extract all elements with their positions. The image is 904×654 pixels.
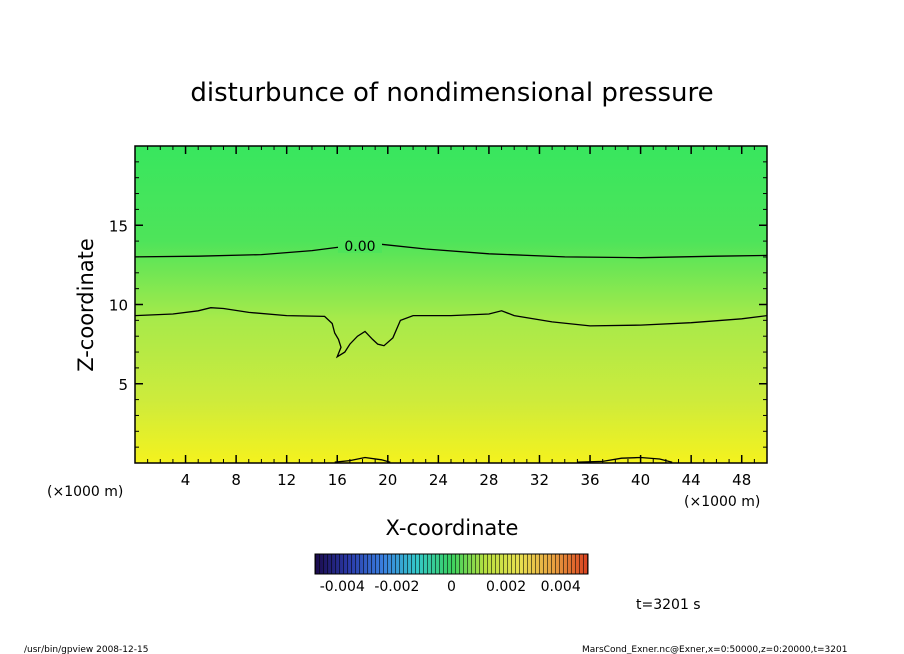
- x-tick-label: 12: [277, 471, 296, 489]
- plot-field: [135, 146, 767, 463]
- colorbar-labels: -0.004 -0.002 0 0.002 0.004: [320, 579, 581, 595]
- x-tick-label: 36: [580, 471, 599, 489]
- colorbar-tick-label: 0.004: [541, 579, 581, 595]
- x-tick-label: 4: [181, 471, 191, 489]
- y-axis-label: Z-coordinate: [74, 238, 98, 372]
- y-tick-label: 5: [118, 376, 128, 394]
- colorbar-tick-label: 0: [447, 579, 456, 595]
- x-tick-label: 48: [732, 471, 751, 489]
- y-tick-label: 10: [109, 297, 128, 315]
- x-axis-label: X-coordinate: [386, 516, 519, 540]
- x-tick-label: 20: [378, 471, 397, 489]
- x-tick-label: 40: [631, 471, 650, 489]
- footer-right: MarsCond_Exner.nc@Exner,x=0:50000,z=0:20…: [582, 645, 847, 654]
- colorbar-frame: [314, 553, 589, 575]
- x-unit-label: (×1000 m): [684, 494, 760, 510]
- contour-line: [577, 456, 673, 463]
- x-tick-label: 28: [479, 471, 498, 489]
- footer-left: /usr/bin/gpview 2008-12-15: [24, 645, 148, 654]
- contour-line: [134, 243, 768, 259]
- y-tick-label: 15: [109, 217, 128, 235]
- contour-line: [134, 307, 768, 359]
- x-unit-label-left: (×1000 m): [47, 484, 123, 500]
- colorbar-tick-label: -0.002: [374, 579, 419, 595]
- colorbar-tick-label: 0.002: [486, 579, 526, 595]
- x-tick-label: 44: [682, 471, 701, 489]
- x-tick-label: 16: [328, 471, 347, 489]
- x-tick-label: 32: [530, 471, 549, 489]
- contour-label-bg: [337, 236, 382, 253]
- x-tick-label: 8: [231, 471, 241, 489]
- time-label: t=3201 s: [636, 597, 701, 613]
- colorbar-tick-label: -0.004: [320, 579, 365, 595]
- contour-label: 0.00: [344, 239, 375, 255]
- contour-layer: 0.00: [134, 236, 768, 463]
- colorbar-stripes: [315, 554, 588, 574]
- chart-title: disturbunce of nondimensional pressure: [190, 78, 713, 108]
- x-tick-label: 24: [429, 471, 448, 489]
- contour-line: [334, 456, 391, 463]
